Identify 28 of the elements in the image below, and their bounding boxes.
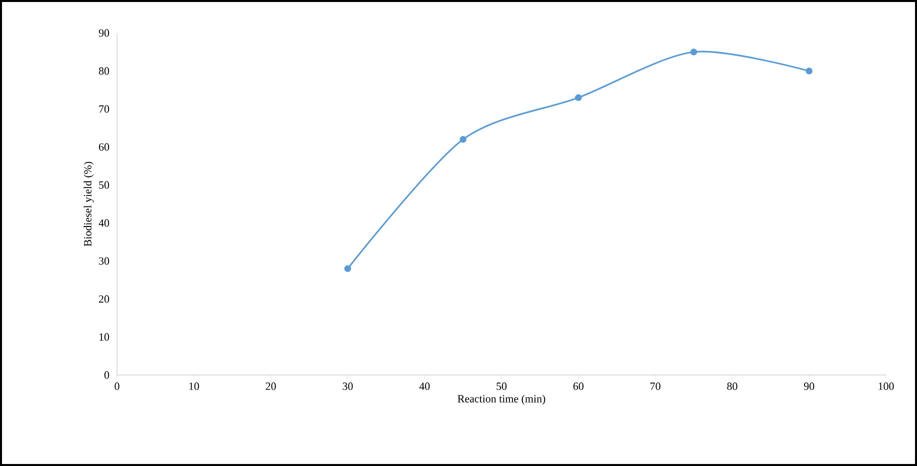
x-tick-label: 70 <box>650 382 660 390</box>
point <box>344 265 352 272</box>
y-tick-label: 10 <box>99 333 110 341</box>
x-tick-label: 10 <box>189 382 199 390</box>
x-tick-label: 80 <box>727 382 738 390</box>
y-tick-label: 80 <box>98 67 110 75</box>
x-axis-title: Reaction time (min) <box>458 394 546 405</box>
y-tick-label: 20 <box>99 295 110 303</box>
point <box>460 136 466 143</box>
x-tick-label: 0 <box>114 382 120 390</box>
point <box>690 48 698 56</box>
y-axis-title: Biodiesel yield (%) <box>84 162 94 246</box>
x-tick-label: 90 <box>804 382 814 390</box>
x-tick-label: 30 <box>342 382 353 390</box>
x-tick-label: 40 <box>419 382 430 390</box>
y-tick-label: 30 <box>99 257 110 265</box>
y-tick-label: 60 <box>98 143 110 151</box>
x-tick-label: 20 <box>266 382 276 390</box>
y-tick-label: 40 <box>98 219 110 227</box>
x-tick-label: 60 <box>573 382 584 390</box>
y-tick-label: 0 <box>104 371 110 379</box>
y-tick-label: 90 <box>98 29 110 37</box>
point <box>806 68 812 74</box>
x-tick-label: 50 <box>496 382 507 390</box>
point <box>575 94 582 101</box>
x-tick-label: 100 <box>878 382 894 390</box>
y-tick-label: 50 <box>99 181 110 189</box>
y-tick-label: 70 <box>99 105 110 113</box>
